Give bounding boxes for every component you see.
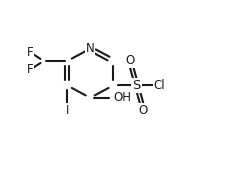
Text: Cl: Cl (153, 79, 165, 92)
Text: F: F (27, 46, 33, 59)
Text: OH: OH (113, 91, 131, 104)
Text: S: S (132, 79, 140, 92)
Text: N: N (86, 42, 94, 55)
Text: O: O (138, 104, 147, 116)
Text: F: F (27, 63, 33, 76)
Text: O: O (125, 55, 134, 67)
Text: I: I (65, 104, 69, 116)
